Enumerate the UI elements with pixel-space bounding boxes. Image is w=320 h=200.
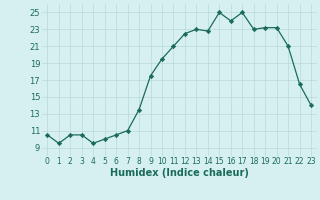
X-axis label: Humidex (Indice chaleur): Humidex (Indice chaleur)	[110, 168, 249, 178]
